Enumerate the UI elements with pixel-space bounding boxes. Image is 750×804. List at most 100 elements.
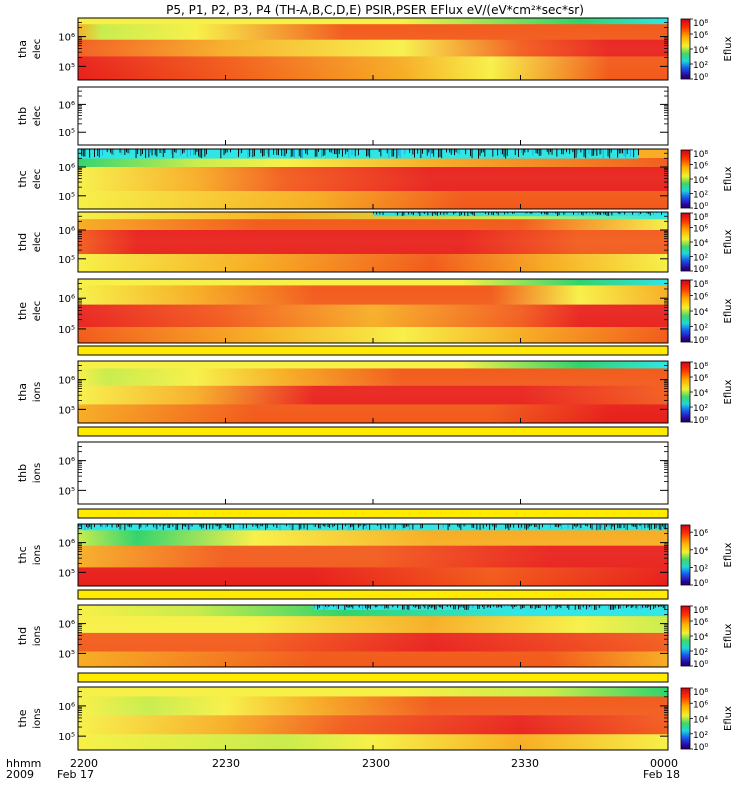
dither-tick bbox=[188, 524, 190, 530]
dither-tick bbox=[159, 149, 161, 153]
dither-tick bbox=[127, 149, 129, 154]
dither-tick bbox=[225, 149, 227, 154]
colorbar-label: Eflux bbox=[723, 36, 734, 61]
dither-tick bbox=[233, 524, 235, 530]
x-axis-ticks bbox=[77, 75, 669, 80]
dither-tick bbox=[332, 149, 334, 155]
dither-tick bbox=[513, 212, 515, 214]
dither-tick bbox=[303, 524, 305, 529]
dither-tick bbox=[427, 212, 429, 216]
dither-tick bbox=[273, 524, 275, 527]
y-tick-label: 10⁵ bbox=[58, 732, 75, 743]
dither-tick bbox=[337, 524, 339, 530]
probe-label: the bbox=[16, 709, 29, 727]
dither-tick bbox=[446, 605, 448, 607]
dither-tick bbox=[447, 524, 449, 531]
dither-tick bbox=[556, 149, 558, 157]
dither-tick bbox=[401, 212, 403, 216]
y-tick-label: 10⁵ bbox=[58, 128, 75, 139]
dither-tick bbox=[146, 524, 148, 527]
probe-label: tha bbox=[16, 40, 29, 58]
dither-tick bbox=[190, 524, 191, 527]
colorbar-label: Eflux bbox=[723, 298, 734, 323]
dither-tick bbox=[497, 212, 499, 216]
dither-tick bbox=[519, 524, 521, 530]
dither-tick bbox=[113, 149, 115, 156]
dither-tick bbox=[542, 524, 543, 528]
dither-tick bbox=[535, 524, 537, 528]
panel-tha-elec: 10⁶ 10⁵ tha elec 10⁸ 10⁶ 10⁴ 10² 10⁰ Eflux bbox=[16, 17, 734, 83]
dither-tick bbox=[619, 212, 621, 215]
dither-tick bbox=[582, 605, 584, 608]
dither-tick bbox=[408, 212, 410, 215]
dither-tick bbox=[206, 524, 207, 530]
dither-tick bbox=[348, 524, 350, 530]
dither-tick bbox=[654, 524, 655, 529]
dither-tick bbox=[185, 524, 187, 527]
probe-label: thc bbox=[16, 170, 29, 187]
dither-tick bbox=[524, 524, 526, 529]
dither-tick bbox=[445, 212, 446, 214]
dither-tick bbox=[191, 524, 193, 527]
dither-tick bbox=[276, 524, 278, 529]
dither-tick bbox=[124, 524, 126, 531]
dither-tick bbox=[94, 149, 95, 158]
dither-tick bbox=[106, 149, 108, 153]
dither-tick bbox=[402, 605, 403, 610]
dither-tick bbox=[518, 149, 519, 157]
dither-tick bbox=[464, 605, 466, 610]
dither-tick bbox=[557, 605, 559, 608]
dither-tick bbox=[572, 524, 574, 530]
dither-tick bbox=[544, 605, 546, 608]
dither-tick bbox=[182, 149, 183, 154]
dither-tick bbox=[161, 149, 163, 154]
dither-tick bbox=[538, 149, 540, 156]
colorbar-scale bbox=[680, 524, 691, 586]
dither-tick bbox=[510, 524, 511, 528]
dither-tick bbox=[225, 524, 227, 526]
y-tick-label: 10⁵ bbox=[58, 649, 75, 660]
dither-tick bbox=[598, 605, 600, 609]
dither-tick bbox=[501, 605, 503, 608]
dither-tick bbox=[546, 605, 547, 610]
dither-tick bbox=[478, 605, 480, 609]
dither-tick bbox=[657, 524, 659, 527]
dither-tick bbox=[201, 524, 203, 529]
dither-tick bbox=[266, 524, 268, 529]
colorbar-tick-label: 10⁶ bbox=[693, 162, 708, 172]
x-axis-ticks bbox=[77, 662, 669, 667]
dither-tick bbox=[473, 212, 475, 216]
panel-thb-ions: 10⁶ 10⁵ thb ions bbox=[16, 441, 669, 505]
probe-label: thb bbox=[16, 107, 29, 125]
dither-tick bbox=[626, 605, 627, 608]
dither-tick bbox=[404, 524, 406, 528]
dither-tick bbox=[477, 605, 479, 609]
dither-tick bbox=[622, 605, 624, 609]
colorbar-tick-label: 10⁰ bbox=[693, 73, 708, 83]
dither-tick bbox=[140, 149, 142, 156]
dither-tick bbox=[532, 149, 534, 156]
dither-tick bbox=[502, 149, 503, 155]
dither-tick bbox=[386, 605, 387, 608]
dither-tick bbox=[486, 605, 488, 608]
y-tick-label: 10⁵ bbox=[58, 192, 75, 203]
dither-tick bbox=[428, 149, 430, 153]
y-tick-label: 10⁶ bbox=[58, 100, 75, 111]
dither-tick bbox=[204, 524, 206, 526]
dither-tick bbox=[512, 212, 514, 214]
dither-tick bbox=[556, 524, 558, 527]
dither-tick bbox=[81, 524, 83, 528]
dither-tick bbox=[648, 605, 650, 608]
dither-tick bbox=[102, 149, 103, 156]
dither-tick bbox=[646, 212, 648, 214]
y-tick-label: 10⁶ bbox=[58, 376, 75, 387]
colorbar-tick-label: 10⁰ bbox=[693, 416, 708, 426]
dither-tick bbox=[439, 149, 441, 157]
dither-tick bbox=[438, 605, 440, 608]
dither-tick bbox=[369, 524, 371, 530]
dither-tick bbox=[529, 524, 531, 527]
dither-tick bbox=[613, 605, 615, 610]
time-tick-2230: 2230 bbox=[212, 757, 240, 770]
